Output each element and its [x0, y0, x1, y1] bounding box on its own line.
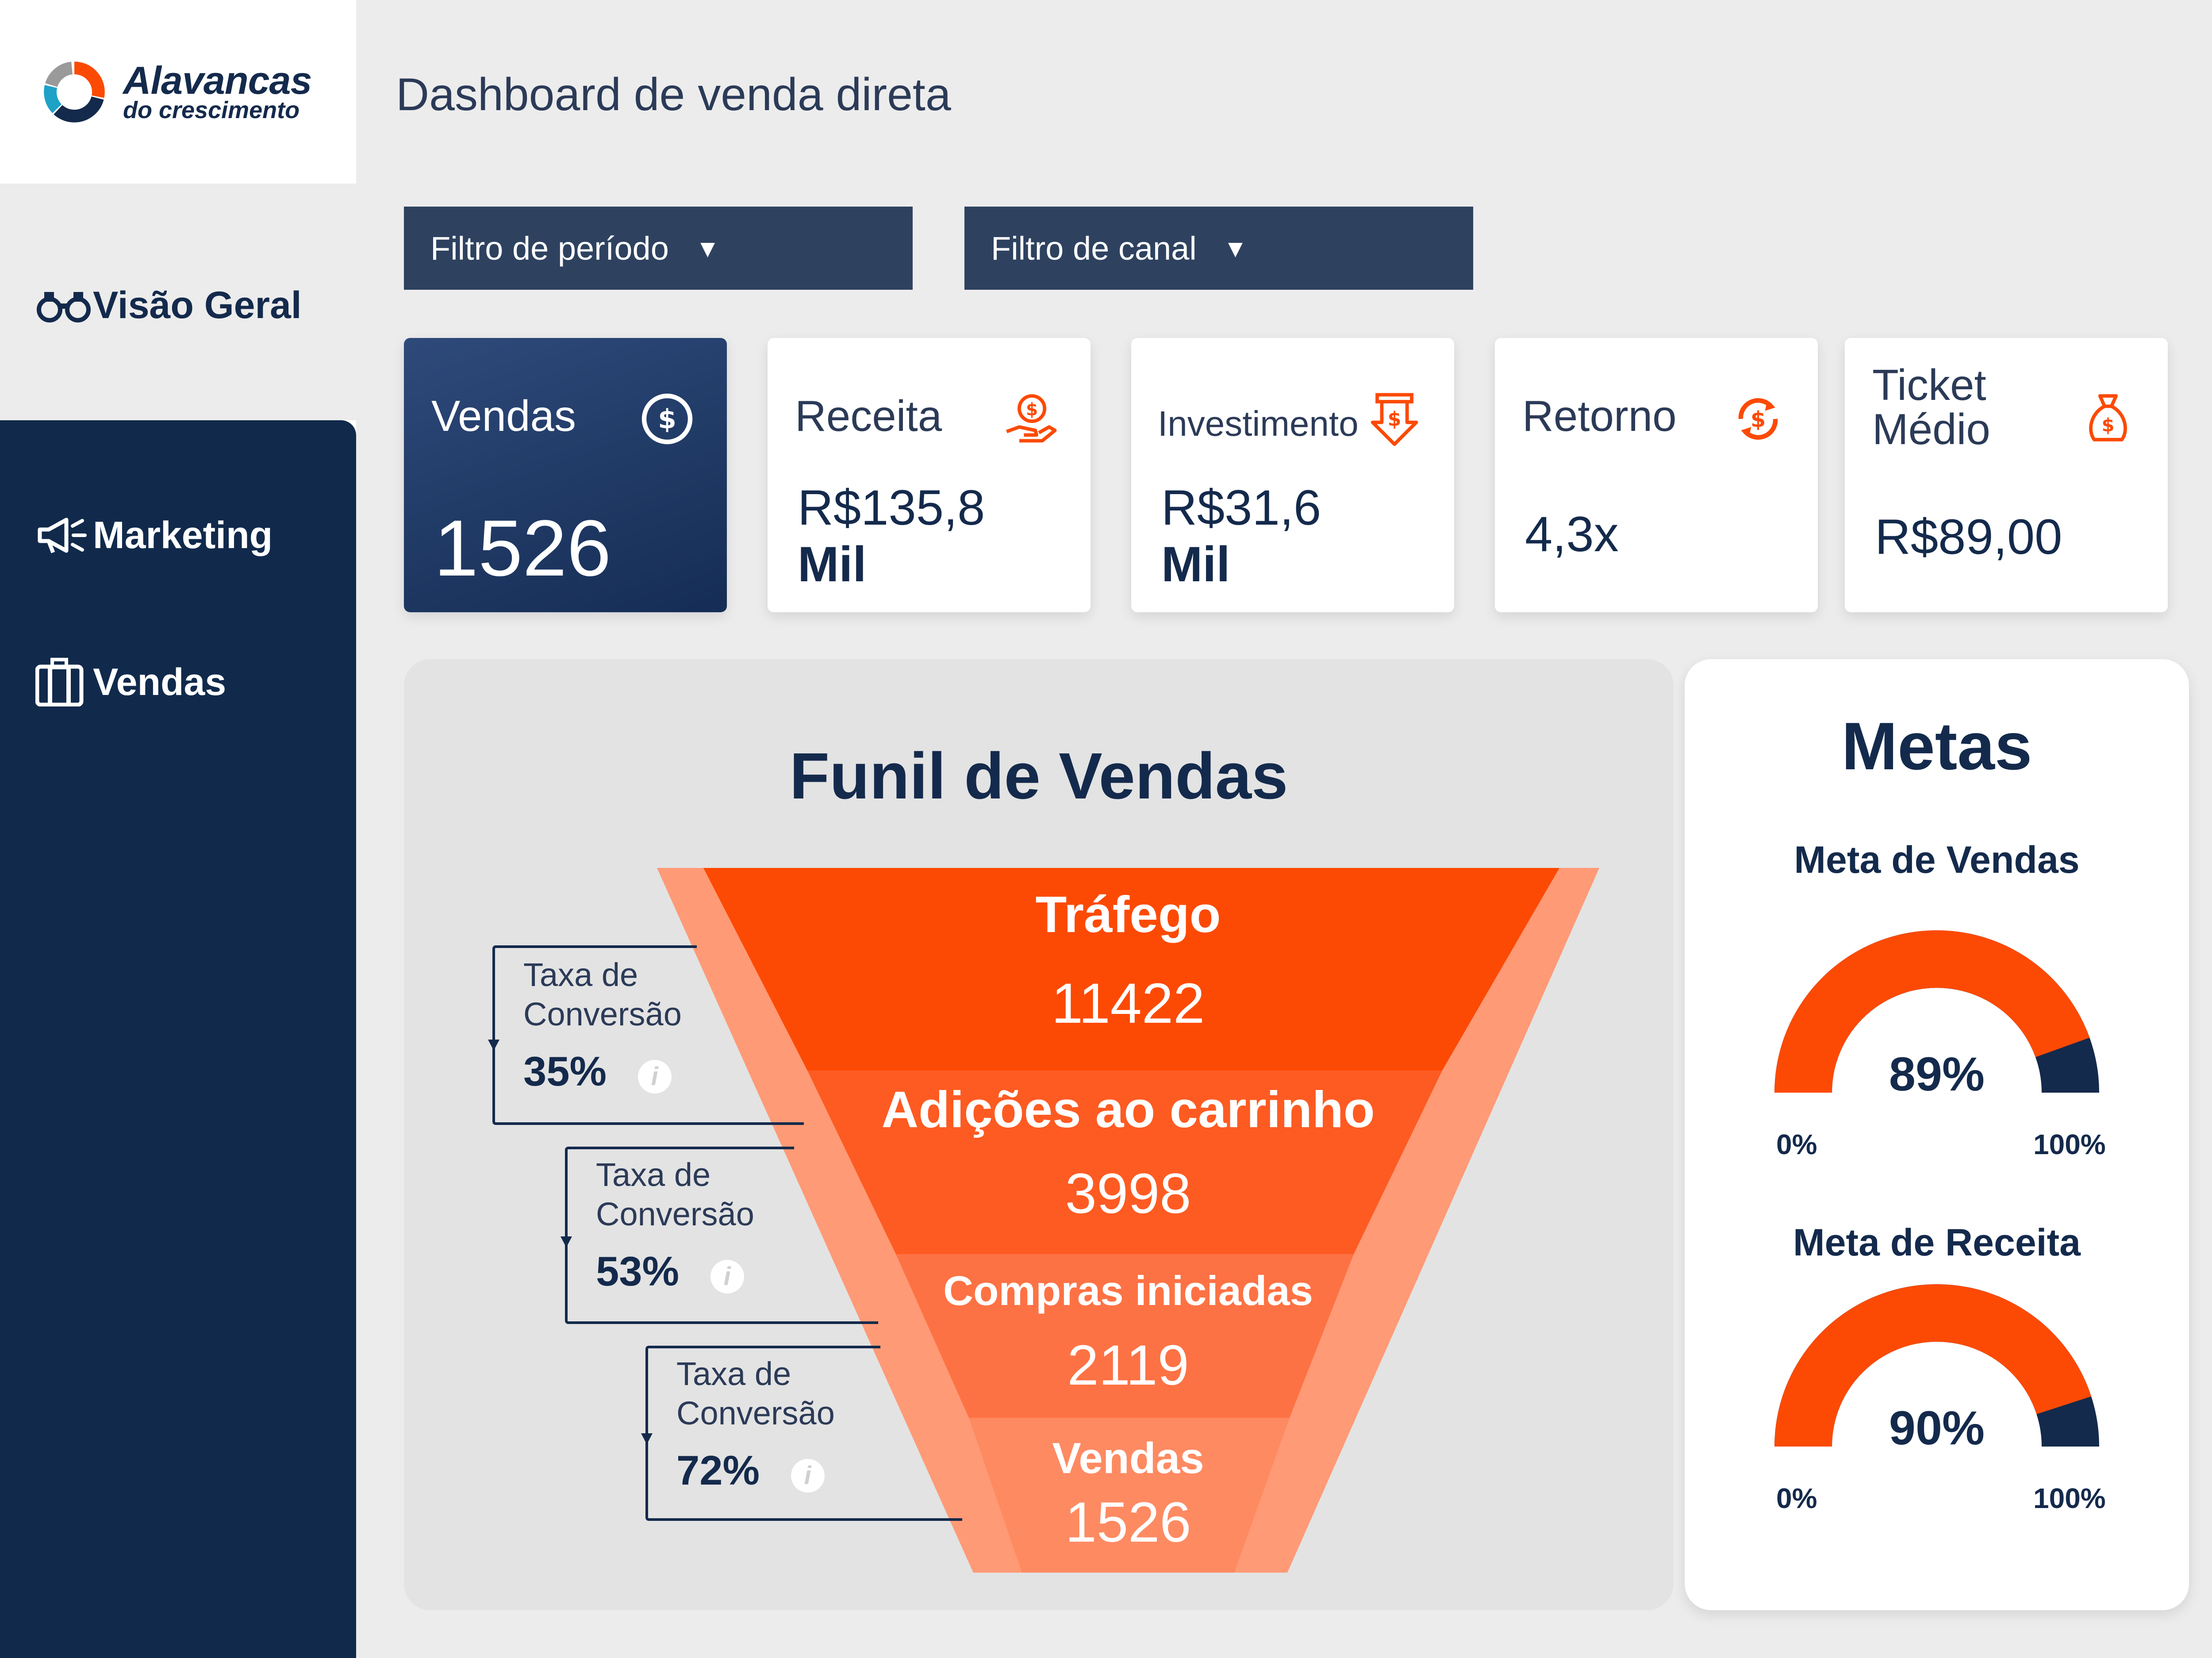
info-icon[interactable]: i	[637, 1060, 672, 1094]
kpi-value: 4,3x	[1525, 507, 1619, 562]
conversion-bracket-2	[565, 1147, 878, 1324]
kpi-label-line2: Médio	[1872, 405, 1990, 453]
info-icon[interactable]: i	[710, 1260, 744, 1294]
conversion-percent: 53%	[596, 1247, 680, 1294]
conversion-rate-3: Taxa de Conversão 72% i	[676, 1355, 835, 1495]
gauge-min-label: 0%	[1776, 1482, 1817, 1514]
channel-filter-label: Filtro de canal	[991, 230, 1197, 267]
svg-text:$: $	[658, 404, 676, 435]
svg-text:$: $	[1388, 408, 1402, 431]
gauge-max-label: 100%	[2033, 1128, 2106, 1160]
hand-dollar-icon: $	[1006, 394, 1057, 443]
main-content: Dashboard de venda direta Filtro de perí…	[356, 0, 2212, 1658]
sidebar-item-visao-geral[interactable]: Visão Geral	[35, 283, 302, 327]
kpi-value-line2: Mil	[798, 537, 867, 592]
kpi-card-vendas[interactable]: Vendas $ 1526	[404, 338, 727, 612]
logo-icon	[44, 61, 105, 123]
funnel-stage-label: Adições ao carrinho	[881, 1081, 1375, 1138]
sales-funnel: Tráfego 11422 Adições ao carrinho 3998 C…	[488, 868, 1599, 1573]
gauge-value: 89%	[1889, 1047, 1985, 1101]
kpi-card-receita[interactable]: Receita $ R$135,8 Mil	[768, 338, 1091, 612]
funnel-stage-value: 11422	[1052, 972, 1205, 1035]
down-arrow-icon	[561, 1236, 572, 1247]
logo-subtitle: do crescimento	[123, 97, 300, 123]
funnel-title: Funil de Vendas	[789, 740, 1288, 813]
kpi-card-investimento[interactable]: Investimento $ R$31,6 Mil	[1131, 338, 1454, 612]
logo-area: Alavancas do crescimento	[0, 0, 356, 184]
refresh-dollar-icon: $	[1738, 398, 1778, 440]
funnel-stage-adicoes	[807, 1071, 1442, 1254]
conversion-label-line1: Taxa de	[676, 1355, 791, 1392]
kpi-label: Investimento	[1158, 404, 1359, 443]
money-bag-icon: $	[2089, 394, 2127, 441]
funnel-stage-label: Vendas	[1052, 1434, 1204, 1482]
conversion-label-line2: Conversão	[596, 1195, 754, 1232]
funnel-stage-compras	[896, 1254, 1354, 1418]
funnel-stage-value: 1526	[1065, 1491, 1191, 1554]
gauge-label: Meta de Receita	[1793, 1221, 2081, 1264]
svg-text:$: $	[2102, 414, 2115, 436]
gauge-fill	[1774, 930, 2090, 1093]
svg-text:$: $	[1751, 407, 1766, 432]
chevron-down-icon: ▼	[695, 234, 720, 262]
conversion-label-line1: Taxa de	[523, 956, 638, 993]
kpi-card-ticket-medio[interactable]: Ticket Médio $ R$89,00	[1845, 338, 2168, 612]
kpi-value-line2: Mil	[1161, 537, 1230, 592]
conversion-rate-1: Taxa de Conversão 35% i	[523, 956, 682, 1096]
gauge-fill	[1774, 1284, 2091, 1447]
sidebar-item-label: Marketing	[93, 514, 273, 557]
sidebar-item-label: Visão Geral	[93, 284, 302, 326]
down-arrow-icon	[488, 1040, 499, 1051]
period-filter-label: Filtro de período	[430, 230, 669, 267]
kpi-value-line1: R$31,6	[1161, 480, 1321, 535]
sidebar	[0, 420, 356, 1658]
info-icon[interactable]: i	[791, 1459, 825, 1493]
logo-title: Alavancas	[123, 58, 312, 102]
conversion-percent: 72%	[676, 1447, 760, 1493]
conversion-percent: 35%	[523, 1048, 607, 1094]
megaphone-icon	[35, 513, 93, 557]
kpi-value: R$89,00	[1875, 509, 2062, 564]
briefcase-icon	[35, 658, 93, 706]
down-arrow-icon	[641, 1433, 653, 1444]
funnel-stage-value: 2119	[1067, 1334, 1189, 1397]
invoice-down-icon: $	[1371, 393, 1418, 446]
conversion-label-line2: Conversão	[676, 1394, 835, 1432]
conversion-label-line1: Taxa de	[596, 1156, 711, 1193]
funnel-stage-trafego	[703, 868, 1559, 1071]
conversion-rate-2: Taxa de Conversão 53% i	[596, 1155, 754, 1296]
gauge-label: Meta de Vendas	[1794, 839, 2080, 881]
gauge-max-label: 100%	[2033, 1482, 2106, 1514]
funnel-stage-label: Compras iniciadas	[943, 1267, 1313, 1314]
dollar-coin-icon: $	[641, 393, 693, 445]
gauge-min-label: 0%	[1776, 1128, 1817, 1160]
binoculars-icon	[35, 283, 93, 327]
sidebar-item-vendas[interactable]: Vendas	[35, 658, 227, 706]
kpi-value-line1: R$135,8	[798, 480, 985, 535]
svg-text:$: $	[1026, 400, 1038, 420]
kpi-label-line1: Ticket	[1872, 361, 1986, 409]
sidebar-item-marketing[interactable]: Marketing	[35, 513, 273, 557]
sales-goal-gauge	[1774, 930, 2099, 1093]
revenue-goal-gauge	[1774, 1284, 2099, 1447]
kpi-label: Vendas	[431, 391, 576, 440]
kpi-label: Receita	[795, 391, 942, 440]
funnel-stage-value: 3998	[1065, 1162, 1191, 1225]
metas-panel: Metas Meta de Vendas 89% 0% 100% Meta de…	[1685, 659, 2189, 1610]
period-filter-dropdown[interactable]: Filtro de período ▼	[404, 207, 913, 290]
funnel-stage-vendas	[969, 1418, 1290, 1573]
kpi-label: Retorno	[1522, 391, 1677, 440]
page-title: Dashboard de venda direta	[396, 69, 951, 120]
kpi-card-retorno[interactable]: Retorno $ 4,3x	[1495, 338, 1818, 612]
funnel-stage-label: Tráfego	[1036, 886, 1221, 943]
gauge-value: 90%	[1889, 1401, 1985, 1455]
conversion-bracket-1	[492, 945, 804, 1125]
metas-title: Metas	[1841, 709, 2032, 784]
sidebar-item-label: Vendas	[93, 660, 227, 703]
chevron-down-icon: ▼	[1223, 234, 1248, 262]
conversion-label-line2: Conversão	[523, 995, 682, 1032]
kpi-value: 1526	[434, 504, 611, 593]
channel-filter-dropdown[interactable]: Filtro de canal ▼	[964, 207, 1473, 290]
